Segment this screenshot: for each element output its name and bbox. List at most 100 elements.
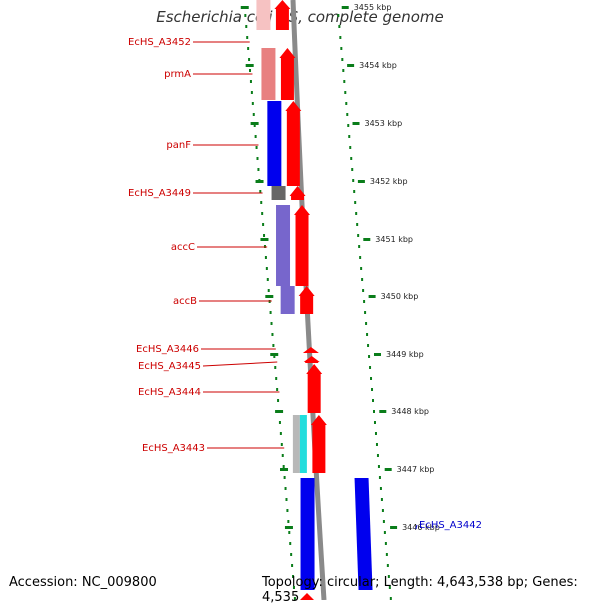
dotted-ring-inner-dot <box>278 421 281 424</box>
dotted-ring-outer-dot <box>363 300 366 303</box>
accession-text: Accession: NC_009800 <box>9 575 157 590</box>
dotted-ring-outer-dot <box>349 146 352 149</box>
dotted-ring-inner-dot <box>280 443 283 446</box>
dotted-ring-inner-dot <box>262 223 265 226</box>
dotted-ring-outer-dot <box>338 25 341 28</box>
dotted-ring-outer-dot <box>375 443 378 446</box>
dotted-ring-inner-dot <box>282 465 285 468</box>
dotted-ring-outer-dot <box>344 91 347 94</box>
dotted-ring-inner-dot <box>257 168 260 171</box>
dotted-ring-inner-dot <box>293 597 296 600</box>
gene-label-leader <box>202 361 278 367</box>
dotted-ring-outer-dot <box>370 377 373 380</box>
gene-arrow <box>298 286 315 314</box>
dotted-ring-inner-dot <box>276 388 279 391</box>
dotted-ring-outer-dot <box>358 245 361 248</box>
inner-scale-tick-mark <box>245 64 254 67</box>
dotted-ring-outer-dot <box>387 575 390 578</box>
dotted-ring-outer-dot <box>376 454 379 457</box>
gene-arrow <box>310 415 327 473</box>
dotted-ring-outer-dot <box>373 421 376 424</box>
dotted-ring-outer-dot <box>378 476 381 479</box>
scale-tick-mark <box>390 526 398 529</box>
dotted-ring-inner-dot <box>274 366 277 369</box>
scale-tick-mark <box>341 6 349 9</box>
dotted-ring-outer-dot <box>374 432 377 435</box>
dotted-ring-inner-dot <box>279 432 282 435</box>
inner-scale-tick-mark <box>260 238 269 241</box>
dotted-ring-inner-dot <box>284 487 287 490</box>
dotted-ring-inner-dot <box>270 322 273 325</box>
dotted-ring-inner-dot <box>289 542 292 545</box>
dotted-ring-outer-dot <box>343 80 346 83</box>
inner-scale-tick-mark <box>270 353 279 356</box>
gene-arrow <box>306 364 323 413</box>
dotted-ring-inner-dot <box>245 25 248 28</box>
dotted-ring-inner-dot <box>292 575 295 578</box>
dotted-ring-outer-dot <box>359 256 362 259</box>
dotted-ring-outer-dot <box>384 542 387 545</box>
scale-tick-mark <box>373 353 381 356</box>
dotted-ring-outer-dot <box>353 190 356 193</box>
dotted-ring-inner-dot <box>251 102 254 105</box>
dotted-ring-inner-dot <box>250 91 253 94</box>
scale-tick-label: 3453 kbp <box>365 119 403 128</box>
cog-block <box>267 101 282 186</box>
dotted-ring-inner-dot <box>254 135 257 138</box>
dotted-ring-outer-dot <box>347 124 350 127</box>
cog-block <box>280 286 295 314</box>
scale-tick-mark <box>379 410 387 413</box>
gene-label: panF <box>166 140 191 151</box>
map-title: Escherichia coli HS, complete genome <box>156 8 444 26</box>
dotted-ring-inner-dot <box>271 333 274 336</box>
dotted-ring-outer-dot <box>357 234 360 237</box>
gene-label: EcHS_A3443 <box>142 443 205 454</box>
dotted-ring-outer-dot <box>355 212 358 215</box>
dotted-ring-inner-dot <box>285 498 288 501</box>
dotted-ring-inner-dot <box>287 520 290 523</box>
dotted-ring-inner-dot <box>266 278 269 281</box>
dotted-ring-inner-dot <box>259 190 262 193</box>
dotted-ring-inner-dot <box>253 124 256 127</box>
dotted-ring-outer-dot <box>350 157 353 160</box>
gene-label: EcHS_A3449 <box>128 188 191 199</box>
dotted-ring-outer-dot <box>348 135 351 138</box>
dotted-ring-outer-dot <box>369 366 372 369</box>
dotted-ring-inner-dot <box>248 58 251 61</box>
topology-text: Topology: circular; Length: 4,643,538 bp… <box>262 575 578 605</box>
dotted-ring-outer-dot <box>340 47 343 50</box>
cog-track <box>256 0 307 473</box>
dotted-ring-outer-dot <box>385 553 388 556</box>
gene-arrow <box>294 205 311 286</box>
gene-label: EcHS_A3442 <box>419 520 482 531</box>
gene-arrow-reverse <box>354 478 373 590</box>
scale-tick-mark <box>363 238 371 241</box>
scale-tick-label: 3451 kbp <box>375 235 413 244</box>
dotted-ring-inner-dot <box>249 69 252 72</box>
dotted-ring-outer-dot <box>383 531 386 534</box>
scale-tick-label: 3455 kbp <box>354 3 392 12</box>
dotted-ring-inner-dot <box>252 113 255 116</box>
dotted-ring-inner-dot <box>291 564 294 567</box>
inner-scale-tick-mark <box>284 526 293 529</box>
cog-block <box>276 205 291 286</box>
dotted-ring-outer-dot <box>367 344 370 347</box>
gene-label: accC <box>171 242 195 253</box>
dotted-ring-inner-dot <box>275 377 278 380</box>
dotted-ring-inner-dot <box>283 476 286 479</box>
dotted-ring-outer-dot <box>380 498 383 501</box>
dotted-ring-outer-dot <box>388 586 391 589</box>
dotted-ring-outer-dot <box>360 267 363 270</box>
scale-tick-mark <box>347 64 355 67</box>
dotted-ring-inner-dot <box>273 355 276 358</box>
cog-block <box>299 415 307 473</box>
gene-arrow <box>289 186 306 200</box>
dotted-ring-outer-dot <box>341 58 344 61</box>
gene-label: EcHS_A3444 <box>138 387 201 398</box>
gene-label: prmA <box>164 69 191 80</box>
inner-scale-tick-mark <box>280 468 289 471</box>
dotted-ring-outer-dot <box>354 201 357 204</box>
dotted-ring-inner-dot <box>292 586 295 589</box>
